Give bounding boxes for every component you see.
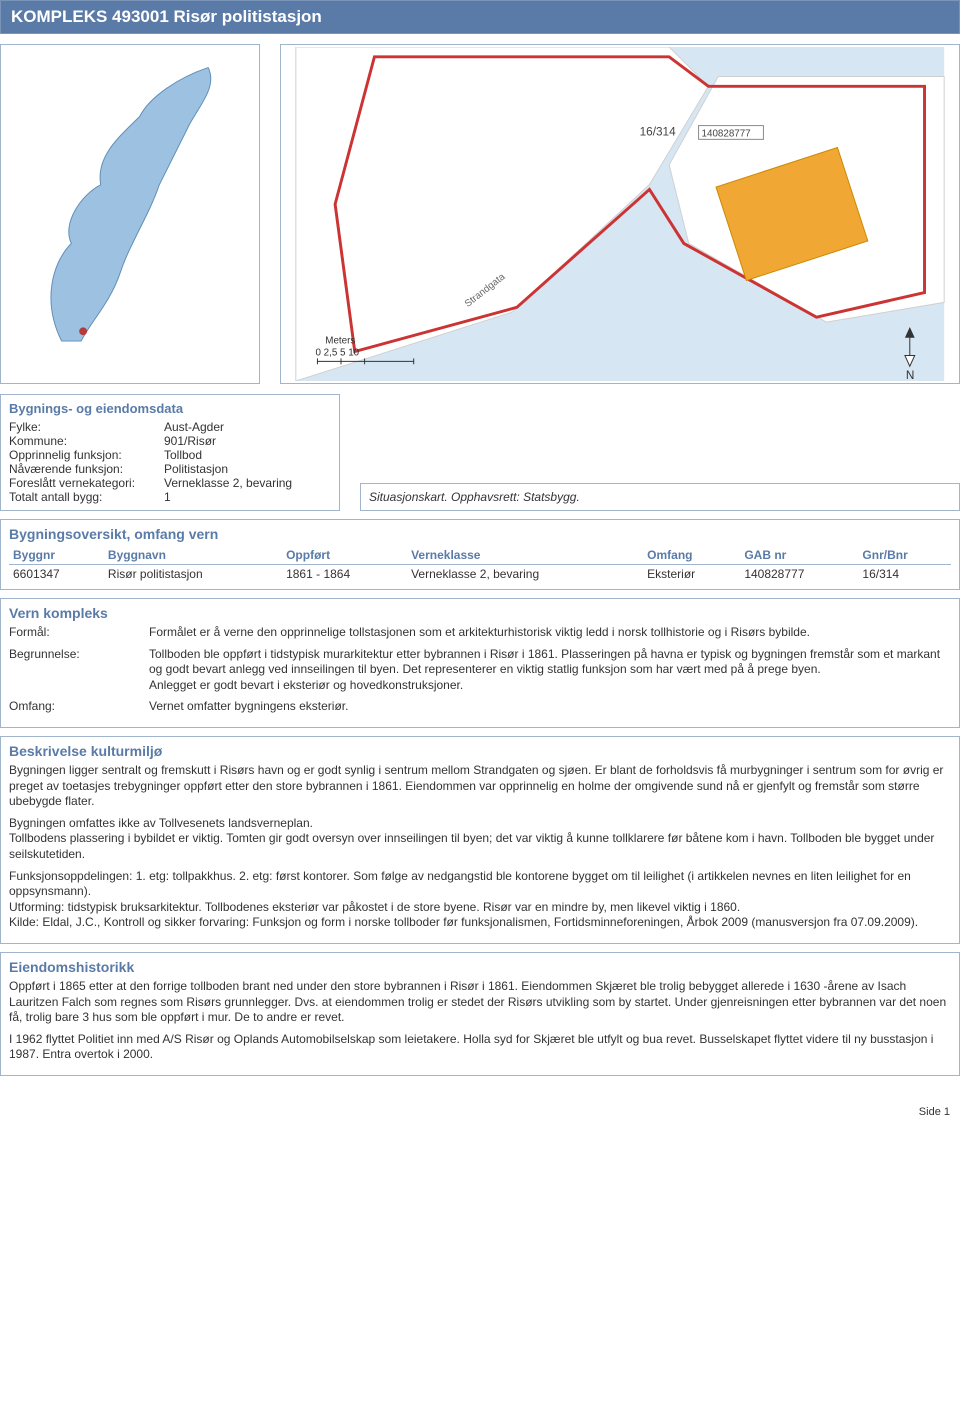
bygningsdata-value: Aust-Agder (164, 420, 331, 434)
table-cell: Risør politistasjon (104, 565, 282, 584)
table-cell: 16/314 (858, 565, 951, 584)
svg-text:N: N (906, 369, 915, 381)
bygningsdata-value: 901/Risør (164, 434, 331, 448)
bygningsdata-label: Nåværende funksjon: (9, 462, 164, 476)
map-parcel-label: 16/314 (640, 125, 676, 138)
table-cell: 1861 - 1864 (282, 565, 407, 584)
scale-values: 0 2,5 5 10 (315, 347, 359, 358)
vern-value: Tollboden ble oppført i tidstypisk murar… (149, 647, 951, 694)
table-cell: 140828777 (740, 565, 858, 584)
table-header: Verneklasse (407, 546, 643, 565)
situation-map: 16/314 140828777 Strandgata Meters 0 2,5… (280, 44, 960, 384)
table-header: GAB nr (740, 546, 858, 565)
table-cell: Verneklasse 2, bevaring (407, 565, 643, 584)
vern-label: Formål: (9, 625, 149, 641)
vern-value: Vernet omfatter bygningens eksteriør. (149, 699, 951, 715)
kulturmiljo-section: Beskrivelse kulturmiljø Bygningen ligger… (0, 736, 960, 944)
vern-row: Formål:Formålet er å verne den opprinnel… (9, 625, 951, 641)
map-building-id: 140828777 (702, 128, 751, 139)
bygningsdata-heading: Bygnings- og eiendomsdata (9, 401, 331, 416)
bygningsdata-value: Verneklasse 2, bevaring (164, 476, 331, 490)
vern-label: Begrunnelse: (9, 647, 149, 694)
page-number: Side 1 (919, 1106, 950, 1118)
bygningsdata-label: Kommune: (9, 434, 164, 448)
kulturmiljo-paragraph: Bygningen ligger sentralt og fremskutt i… (9, 763, 951, 810)
bygningsoversikt-table: ByggnrByggnavnOppførtVerneklasseOmfangGA… (9, 546, 951, 583)
vernkompleks-section: Vern kompleks Formål:Formålet er å verne… (0, 598, 960, 728)
norway-outline-icon (3, 48, 257, 380)
eiendomshistorikk-paragraph: Oppført i 1865 etter at den forrige toll… (9, 979, 951, 1026)
bygningsdata-row: Fylke:Aust-Agder (9, 420, 331, 434)
situation-map-svg: 16/314 140828777 Strandgata Meters 0 2,5… (283, 47, 957, 381)
table-header: Byggnr (9, 546, 104, 565)
bygningsdata-label: Opprinnelig funksjon: (9, 448, 164, 462)
bygningsoversikt-heading: Bygningsoversikt, omfang vern (9, 526, 951, 542)
vern-row: Begrunnelse:Tollboden ble oppført i tids… (9, 647, 951, 694)
bygningsdata-row: Totalt antall bygg:1 (9, 490, 331, 504)
table-cell: 6601347 (9, 565, 104, 584)
table-header: Gnr/Bnr (858, 546, 951, 565)
table-cell: Eksteriør (643, 565, 740, 584)
page-footer: Side 1 (0, 1106, 960, 1118)
page-title: KOMPLEKS 493001 Risør politistasjon (11, 7, 322, 26)
kulturmiljo-paragraph: Bygningen omfattes ikke av Tollvesenets … (9, 816, 951, 863)
bygningsdata-label: Foreslått vernekategori: (9, 476, 164, 490)
kulturmiljo-heading: Beskrivelse kulturmiljø (9, 743, 951, 759)
eiendomshistorikk-heading: Eiendomshistorikk (9, 959, 951, 975)
vern-row: Omfang:Vernet omfatter bygningens ekster… (9, 699, 951, 715)
table-header: Omfang (643, 546, 740, 565)
bygningsdata-row: Foreslått vernekategori:Verneklasse 2, b… (9, 476, 331, 490)
table-header: Byggnavn (104, 546, 282, 565)
kulturmiljo-paragraph: Funksjonsoppdelingen: 1. etg: tollpakkhu… (9, 869, 951, 931)
bygningsdata-value: Tollbod (164, 448, 331, 462)
bygningsdata-label: Fylke: (9, 420, 164, 434)
bygningsdata-value: Politistasjon (164, 462, 331, 476)
bygningsoversikt-section: Bygningsoversikt, omfang vern ByggnrBygg… (0, 519, 960, 590)
vernkompleks-heading: Vern kompleks (9, 605, 951, 621)
bygningsdata-row: Kommune:901/Risør (9, 434, 331, 448)
situasjonskart-caption: Situasjonskart. Opphavsrett: Statsbygg. (369, 490, 580, 504)
info-row: Bygnings- og eiendomsdata Fylke:Aust-Agd… (0, 394, 960, 511)
vern-label: Omfang: (9, 699, 149, 715)
bygningsdata-box: Bygnings- og eiendomsdata Fylke:Aust-Agd… (0, 394, 340, 511)
image-row: 16/314 140828777 Strandgata Meters 0 2,5… (0, 44, 960, 384)
eiendomshistorikk-paragraph: I 1962 flyttet Politiet inn med A/S Risø… (9, 1032, 951, 1063)
page-header: KOMPLEKS 493001 Risør politistasjon (0, 0, 960, 34)
vern-value: Formålet er å verne den opprinnelige tol… (149, 625, 951, 641)
bygningsdata-label: Totalt antall bygg: (9, 490, 164, 504)
table-row: 6601347Risør politistasjon1861 - 1864Ver… (9, 565, 951, 584)
bygningsdata-value: 1 (164, 490, 331, 504)
bygningsdata-row: Opprinnelig funksjon:Tollbod (9, 448, 331, 462)
eiendomshistorikk-section: Eiendomshistorikk Oppført i 1865 etter a… (0, 952, 960, 1076)
norway-map-thumbnail (0, 44, 260, 384)
table-header: Oppført (282, 546, 407, 565)
situasjonskart-caption-box: Situasjonskart. Opphavsrett: Statsbygg. (360, 483, 960, 511)
bygningsdata-row: Nåværende funksjon:Politistasjon (9, 462, 331, 476)
scale-meters-label: Meters (325, 336, 355, 347)
